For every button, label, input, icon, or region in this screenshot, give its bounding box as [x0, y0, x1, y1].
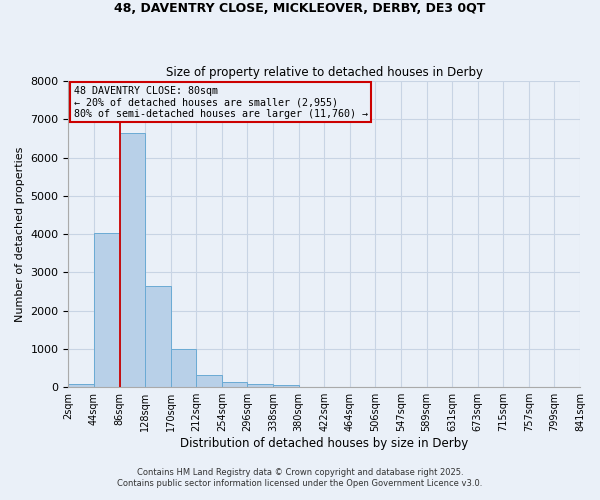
Text: 48, DAVENTRY CLOSE, MICKLEOVER, DERBY, DE3 0QT: 48, DAVENTRY CLOSE, MICKLEOVER, DERBY, D… [115, 2, 485, 16]
Bar [119, 132, 145, 387]
Bar [196, 376, 222, 387]
Bar [171, 349, 196, 387]
Bar [94, 234, 119, 387]
Bar [222, 382, 247, 387]
Bar [247, 384, 273, 387]
Y-axis label: Number of detached properties: Number of detached properties [15, 146, 25, 322]
Bar [145, 286, 171, 387]
Bar [68, 384, 94, 387]
Title: Size of property relative to detached houses in Derby: Size of property relative to detached ho… [166, 66, 483, 78]
Bar [273, 385, 299, 387]
Text: 48 DAVENTRY CLOSE: 80sqm
← 20% of detached houses are smaller (2,955)
80% of sem: 48 DAVENTRY CLOSE: 80sqm ← 20% of detach… [74, 86, 368, 119]
X-axis label: Distribution of detached houses by size in Derby: Distribution of detached houses by size … [180, 437, 469, 450]
Text: Contains HM Land Registry data © Crown copyright and database right 2025.
Contai: Contains HM Land Registry data © Crown c… [118, 468, 482, 487]
